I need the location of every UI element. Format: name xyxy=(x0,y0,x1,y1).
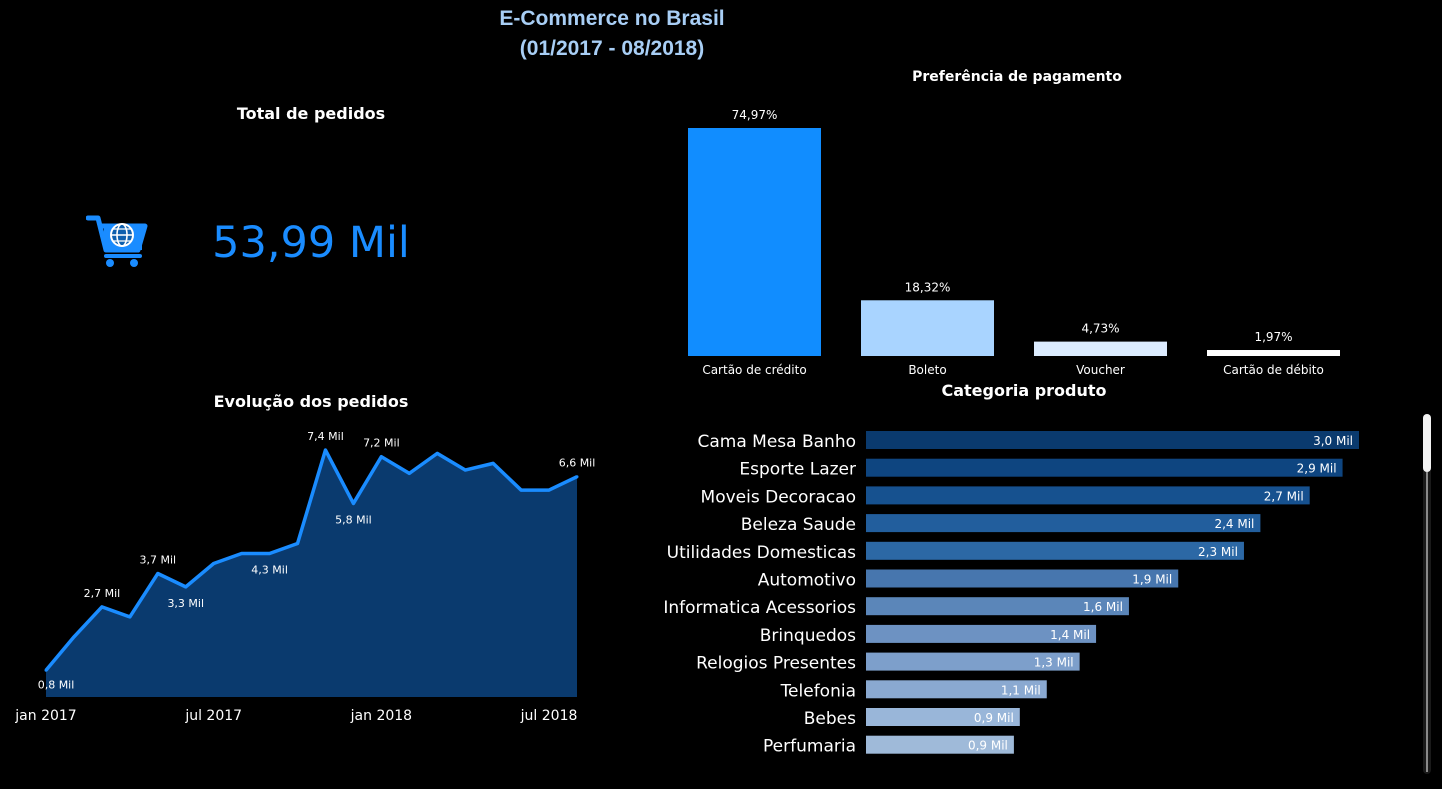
evolucao-x-tick: jan 2018 xyxy=(350,708,412,724)
categoria-data-label: 1,3 Mil xyxy=(1034,656,1074,670)
pagamento-category-label: Voucher xyxy=(1076,363,1125,377)
categoria-data-label: 0,9 Mil xyxy=(968,739,1008,753)
categoria-data-label: 2,9 Mil xyxy=(1297,462,1337,476)
categoria-data-label: 1,4 Mil xyxy=(1050,628,1090,642)
categoria-data-label: 1,9 Mil xyxy=(1132,573,1172,587)
categoria-label: Informatica Acessorios xyxy=(663,598,856,618)
categoria-bar xyxy=(866,458,1343,477)
evolucao-point xyxy=(44,668,48,672)
evolucao-point xyxy=(491,461,495,465)
pagamento-category-label: Boleto xyxy=(908,363,946,377)
evolucao-data-label: 3,3 Mil xyxy=(167,597,204,610)
total-pedidos-title: Total de pedidos xyxy=(236,104,386,123)
categoria-data-label: 1,6 Mil xyxy=(1083,600,1123,614)
preferencia-pagamento-title: Preferência de pagamento xyxy=(912,69,1122,85)
evolucao-point xyxy=(156,572,160,576)
categoria-label: Perfumaria xyxy=(763,737,856,757)
evolucao-point xyxy=(351,501,355,505)
pagamento-category-label: Cartão de débito xyxy=(1223,363,1324,377)
pagamento-category-label: Cartão de crédito xyxy=(702,363,806,377)
evolucao-point xyxy=(323,448,327,452)
categoria-bar xyxy=(866,486,1310,505)
categoria-label: Relogios Presentes xyxy=(696,654,856,674)
evolucao-line xyxy=(44,448,578,672)
evolucao-data-label: 5,8 Mil xyxy=(335,513,372,526)
report-subtitle: (01/2017 - 08/2018) xyxy=(519,37,705,60)
evolucao-x-tick: jul 2017 xyxy=(184,708,242,724)
report-title: E-Commerce no Brasil xyxy=(499,7,725,30)
categoria-data-label: 0,9 Mil xyxy=(974,711,1014,725)
categoria-data-label: 3,0 Mil xyxy=(1313,434,1353,448)
evolucao-pedidos-title: Evolução dos pedidos xyxy=(213,392,409,411)
evolucao-point xyxy=(296,541,300,545)
categoria-bar xyxy=(866,735,1014,754)
pagamento-bar xyxy=(1034,341,1167,356)
categoria-data-label: 2,3 Mil xyxy=(1198,545,1238,559)
categoria-label: Telefonia xyxy=(780,681,856,701)
categoria-label: Brinquedos xyxy=(760,626,856,646)
evolucao-point xyxy=(212,562,216,565)
evolucao-data-label: 2,7 Mil xyxy=(84,587,121,600)
categoria-label: Cama Mesa Banho xyxy=(697,432,856,452)
evolucao-point xyxy=(407,471,411,475)
evolucao-point xyxy=(547,488,551,492)
categoria-bar xyxy=(866,652,1080,671)
evolucao-point xyxy=(519,488,523,492)
categoria-data-label: 2,4 Mil xyxy=(1214,517,1254,531)
categoria-label: Esporte Lazer xyxy=(739,460,856,480)
evolucao-x-tick: jan 2017 xyxy=(14,708,76,724)
evolucao-point xyxy=(575,475,579,479)
categoria-bar xyxy=(866,431,1359,449)
pagamento-data-label: 74,97% xyxy=(732,108,778,122)
evolucao-point xyxy=(435,451,439,455)
categoria-data-label: 2,7 Mil xyxy=(1264,489,1304,503)
categoria-produto-chart: 3,0 Mil Cama Mesa Banho 2,9 Mil Esporte Laz… xyxy=(663,431,1359,757)
categoria-bar xyxy=(866,680,1047,699)
categoria-label: Utilidades Domesticas xyxy=(667,543,857,563)
category-scrollbar-rail xyxy=(1426,472,1428,772)
evolucao-data-label: 4,3 Mil xyxy=(251,563,288,576)
categoria-label: Moveis Decoracao xyxy=(701,487,856,507)
categoria-bar xyxy=(866,541,1244,560)
categoria-label: Automotivo xyxy=(758,571,856,591)
evolucao-point xyxy=(100,605,104,609)
categoria-bar xyxy=(866,514,1261,533)
pagamento-bar xyxy=(861,300,994,356)
categoria-produto-title: Categoria produto xyxy=(941,381,1107,400)
categoria-label: Beleza Saude xyxy=(741,515,856,535)
evolucao-area xyxy=(46,450,577,697)
evolucao-data-label: 3,7 Mil xyxy=(139,554,176,567)
evolucao-data-label: 0,8 Mil xyxy=(38,678,75,691)
preferencia-pagamento-chart: 74,97% Cartão de crédito 18,32% Boleto 4,73%… xyxy=(688,108,1340,377)
evolucao-point xyxy=(240,551,244,555)
shopping-cart-globe-icon xyxy=(86,215,148,267)
evolucao-point xyxy=(184,585,188,589)
evolucao-pedidos-chart: 0,8 Mil 2,7 Mil 3,7 Mil 3,3 Mil 4,3 Mil 7,4 M… xyxy=(14,430,596,724)
total-pedidos-value: 53,99 Mil xyxy=(212,218,410,268)
category-scrollbar-thumb[interactable] xyxy=(1423,414,1431,472)
categoria-bar xyxy=(866,708,1020,726)
categoria-bar xyxy=(866,597,1129,616)
pagamento-data-label: 18,32% xyxy=(905,280,951,294)
evolucao-point xyxy=(268,551,272,555)
pagamento-bar xyxy=(1207,350,1340,356)
pagamento-data-label: 4,73% xyxy=(1081,322,1119,336)
categoria-bar xyxy=(866,569,1179,588)
evolucao-point xyxy=(379,455,383,459)
pagamento-bar xyxy=(688,128,821,356)
evolucao-data-label: 6,6 Mil xyxy=(559,457,596,470)
evolucao-x-tick: jul 2018 xyxy=(520,708,578,724)
evolucao-point xyxy=(128,615,132,619)
evolucao-point xyxy=(463,468,467,472)
pagamento-data-label: 1,97% xyxy=(1254,330,1292,344)
categoria-data-label: 1,1 Mil xyxy=(1001,683,1041,697)
categoria-label: Bebes xyxy=(804,709,856,729)
evolucao-point xyxy=(72,635,76,639)
evolucao-data-label: 7,2 Mil xyxy=(363,437,400,450)
categoria-bar xyxy=(866,624,1097,643)
evolucao-data-label: 7,4 Mil xyxy=(307,430,344,443)
